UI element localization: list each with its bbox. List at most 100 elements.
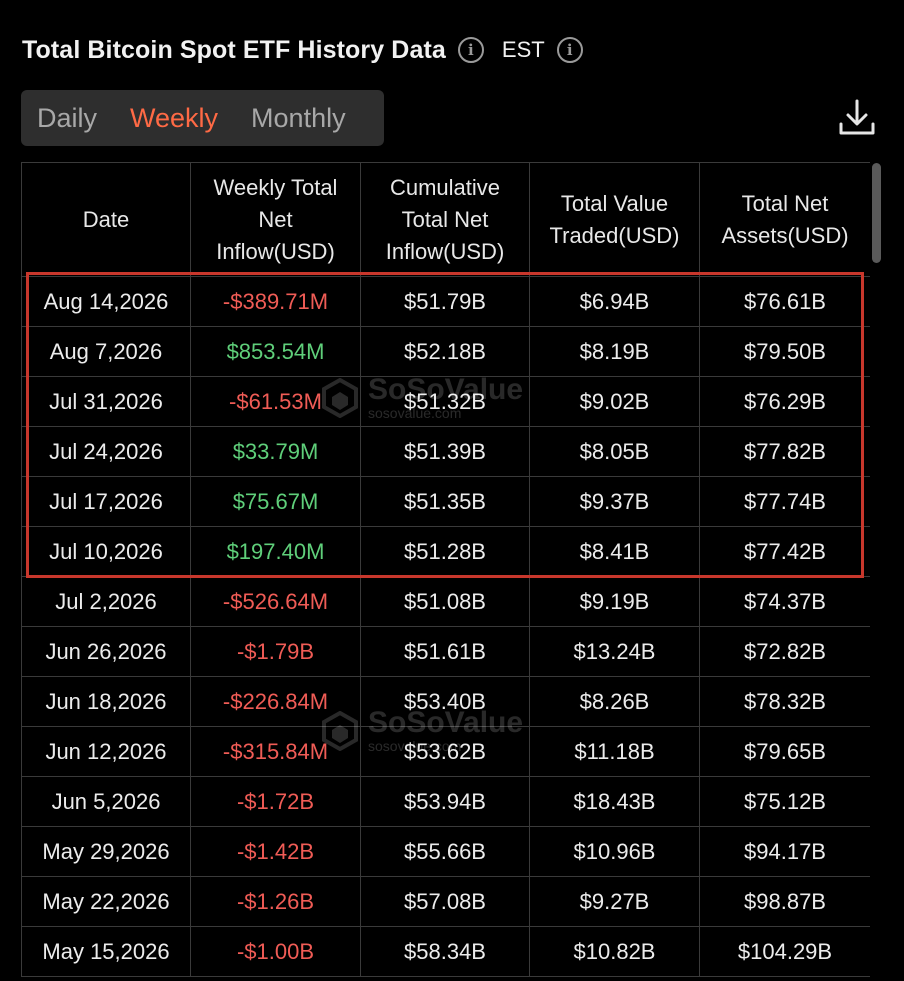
download-icon[interactable]: [838, 98, 876, 138]
table-row[interactable]: May 22,2026 -$1.26B $57.08B $9.27B $98.87B: [21, 876, 870, 927]
weekly-inflow-cell: -$1.00B: [190, 926, 361, 977]
date-cell: Jul 24,2026: [21, 426, 191, 477]
net-assets-cell: $94.17B: [699, 826, 870, 877]
cumulative-inflow-cell: $51.08B: [360, 576, 530, 627]
net-assets-cell: $74.37B: [699, 576, 870, 627]
date-cell: Jul 17,2026: [21, 476, 191, 527]
tab-weekly[interactable]: Weekly: [130, 102, 219, 133]
date-cell: Jul 31,2026: [21, 376, 191, 427]
history-table: Date Weekly Total Net Inflow(USD) Cumula…: [21, 162, 870, 977]
table-row[interactable]: May 15,2026 -$1.00B $58.34B $10.82B $104.29B: [21, 926, 870, 977]
period-tabs: Daily Weekly Monthly: [21, 90, 384, 146]
column-header-value-traded[interactable]: Total Value Traded(USD): [529, 162, 700, 277]
value-traded-cell: $10.82B: [529, 926, 700, 977]
page-header: Total Bitcoin Spot ETF History Data i ES…: [22, 28, 583, 72]
cumulative-inflow-cell: $53.62B: [360, 726, 530, 777]
weekly-inflow-cell: -$1.42B: [190, 826, 361, 877]
column-header-date[interactable]: Date: [21, 162, 191, 277]
value-traded-cell: $9.02B: [529, 376, 700, 427]
page-title: Total Bitcoin Spot ETF History Data: [22, 35, 446, 64]
net-assets-cell: $72.82B: [699, 626, 870, 677]
column-header-cumulative-inflow[interactable]: Cumulative Total Net Inflow(USD): [360, 162, 530, 277]
table-row[interactable]: Jun 12,2026 -$315.84M $53.62B $11.18B $79.65…: [21, 726, 870, 777]
weekly-inflow-cell: -$226.84M: [190, 676, 361, 727]
value-traded-cell: $8.19B: [529, 326, 700, 377]
net-assets-cell: $75.12B: [699, 776, 870, 827]
date-cell: Jun 26,2026: [21, 626, 191, 677]
value-traded-cell: $11.18B: [529, 726, 700, 777]
table-row[interactable]: Jul 17,2026 $75.67M $51.35B $9.37B $77.74B: [21, 476, 870, 527]
weekly-inflow-cell: -$526.64M: [190, 576, 361, 627]
net-assets-cell: $79.65B: [699, 726, 870, 777]
history-table-container[interactable]: Date Weekly Total Net Inflow(USD) Cumula…: [21, 162, 870, 981]
weekly-inflow-cell: -$389.71M: [190, 276, 361, 327]
table-row[interactable]: Aug 7,2026 $853.54M $52.18B $8.19B $79.50B: [21, 326, 870, 377]
value-traded-cell: $8.41B: [529, 526, 700, 577]
cumulative-inflow-cell: $51.32B: [360, 376, 530, 427]
cumulative-inflow-cell: $51.39B: [360, 426, 530, 477]
cumulative-inflow-cell: $53.94B: [360, 776, 530, 827]
table-row[interactable]: Jul 24,2026 $33.79M $51.39B $8.05B $77.82B: [21, 426, 870, 477]
date-cell: Jun 12,2026: [21, 726, 191, 777]
value-traded-cell: $9.19B: [529, 576, 700, 627]
cumulative-inflow-cell: $51.28B: [360, 526, 530, 577]
weekly-inflow-cell: $197.40M: [190, 526, 361, 577]
weekly-inflow-cell: -$315.84M: [190, 726, 361, 777]
cumulative-inflow-cell: $51.79B: [360, 276, 530, 327]
column-header-net-assets[interactable]: Total Net Assets(USD): [699, 162, 870, 277]
weekly-inflow-cell: $853.54M: [190, 326, 361, 377]
cumulative-inflow-cell: $55.66B: [360, 826, 530, 877]
net-assets-cell: $77.74B: [699, 476, 870, 527]
date-cell: Aug 7,2026: [21, 326, 191, 377]
date-cell: Jun 18,2026: [21, 676, 191, 727]
scrollbar[interactable]: [872, 163, 881, 263]
net-assets-cell: $76.29B: [699, 376, 870, 427]
cumulative-inflow-cell: $51.61B: [360, 626, 530, 677]
value-traded-cell: $18.43B: [529, 776, 700, 827]
tab-daily[interactable]: Daily: [37, 102, 98, 133]
weekly-inflow-cell: -$61.53M: [190, 376, 361, 427]
info-icon[interactable]: i: [556, 37, 583, 63]
date-cell: May 15,2026: [21, 926, 191, 977]
weekly-inflow-cell: -$1.79B: [190, 626, 361, 677]
table-row[interactable]: Aug 14,2026 -$389.71M $51.79B $6.94B $76.61B: [21, 276, 870, 327]
table-row[interactable]: Jun 18,2026 -$226.84M $53.40B $8.26B $78.32B: [21, 676, 870, 727]
value-traded-cell: $10.96B: [529, 826, 700, 877]
net-assets-cell: $77.82B: [699, 426, 870, 477]
table-header-row: Date Weekly Total Net Inflow(USD) Cumula…: [21, 162, 870, 277]
table-row[interactable]: May 29,2026 -$1.42B $55.66B $10.96B $94.17B: [21, 826, 870, 877]
table-row[interactable]: Jun 26,2026 -$1.79B $51.61B $13.24B $72.82B: [21, 626, 870, 677]
value-traded-cell: $6.94B: [529, 276, 700, 327]
net-assets-cell: $78.32B: [699, 676, 870, 727]
table-row[interactable]: Jul 10,2026 $197.40M $51.28B $8.41B $77.42B: [21, 526, 870, 577]
value-traded-cell: $9.27B: [529, 876, 700, 927]
timezone-label[interactable]: EST: [501, 37, 545, 62]
date-cell: Jul 10,2026: [21, 526, 191, 577]
net-assets-cell: $77.42B: [699, 526, 870, 577]
table-row[interactable]: Jun 5,2026 -$1.72B $53.94B $18.43B $75.12B: [21, 776, 870, 827]
cumulative-inflow-cell: $53.40B: [360, 676, 530, 727]
table-row[interactable]: Jul 31,2026 -$61.53M $51.32B $9.02B $76.29B: [21, 376, 870, 427]
cumulative-inflow-cell: $57.08B: [360, 876, 530, 927]
cumulative-inflow-cell: $51.35B: [360, 476, 530, 527]
net-assets-cell: $98.87B: [699, 876, 870, 927]
date-cell: Aug 14,2026: [21, 276, 191, 327]
value-traded-cell: $8.26B: [529, 676, 700, 727]
weekly-inflow-cell: $75.67M: [190, 476, 361, 527]
cumulative-inflow-cell: $52.18B: [360, 326, 530, 377]
value-traded-cell: $8.05B: [529, 426, 700, 477]
info-icon[interactable]: i: [457, 37, 484, 63]
value-traded-cell: $9.37B: [529, 476, 700, 527]
weekly-inflow-cell: -$1.72B: [190, 776, 361, 827]
net-assets-cell: $79.50B: [699, 326, 870, 377]
date-cell: Jun 5,2026: [21, 776, 191, 827]
cumulative-inflow-cell: $58.34B: [360, 926, 530, 977]
net-assets-cell: $76.61B: [699, 276, 870, 327]
weekly-inflow-cell: -$1.26B: [190, 876, 361, 927]
tab-monthly[interactable]: Monthly: [251, 102, 346, 133]
weekly-inflow-cell: $33.79M: [190, 426, 361, 477]
column-header-weekly-inflow[interactable]: Weekly Total Net Inflow(USD): [190, 162, 361, 277]
net-assets-cell: $104.29B: [699, 926, 870, 977]
date-cell: May 29,2026: [21, 826, 191, 877]
table-row[interactable]: Jul 2,2026 -$526.64M $51.08B $9.19B $74.37B: [21, 576, 870, 627]
